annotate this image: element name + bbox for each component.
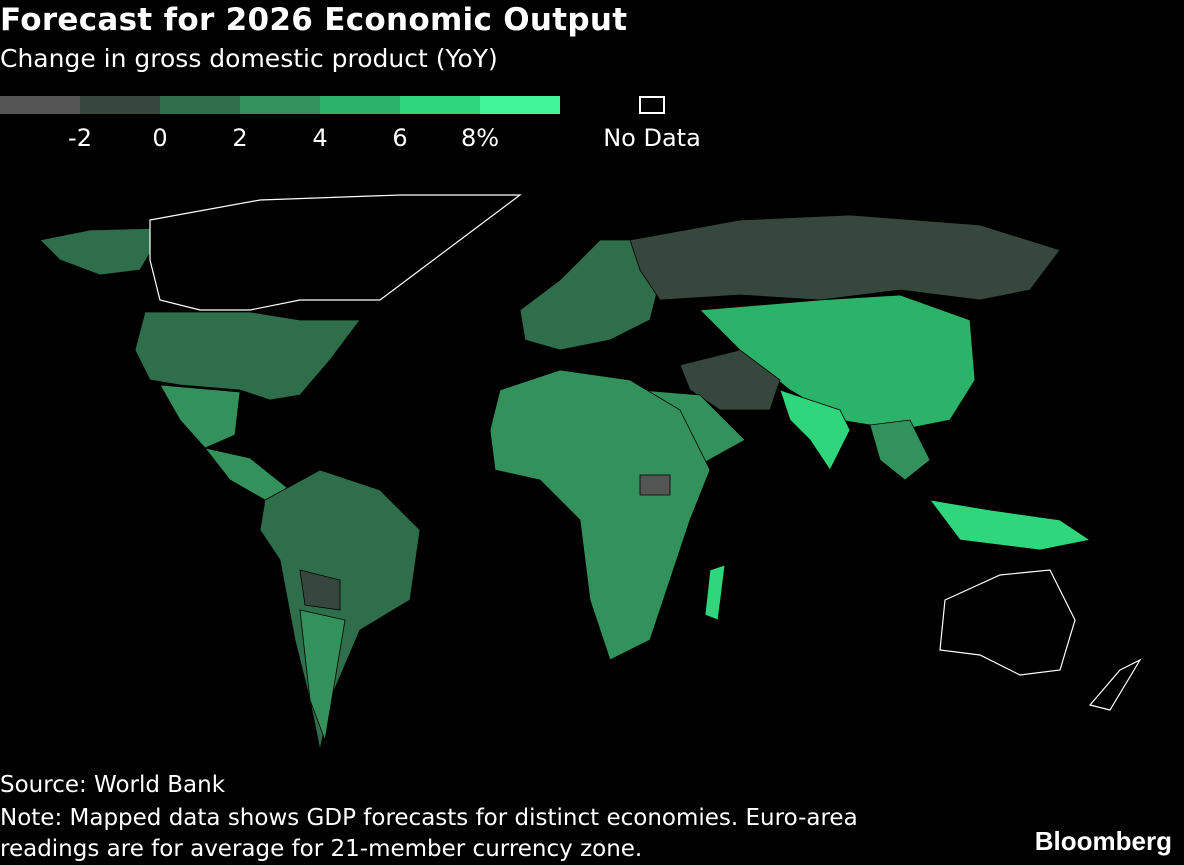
legend-tick-label: 0 xyxy=(152,124,167,152)
russia xyxy=(629,214,1061,301)
title: Forecast for 2026 Economic Output xyxy=(0,2,628,38)
bolivia xyxy=(299,569,341,611)
legend-tick-label: 8% xyxy=(461,124,499,152)
canada xyxy=(149,194,522,311)
legend-swatch xyxy=(320,96,400,114)
world-map xyxy=(39,194,1142,751)
legend: No Data -2 0 2 4 6 8% xyxy=(0,96,701,152)
legend-swatch xyxy=(480,96,560,114)
new-zealand xyxy=(1088,658,1142,711)
source: Source: World Bank xyxy=(0,772,226,798)
india xyxy=(779,389,851,471)
central-america xyxy=(203,447,291,501)
legend-tick-label: 4 xyxy=(312,124,327,152)
legend-swatch xyxy=(160,96,240,114)
indonesia xyxy=(929,499,1092,551)
note: Note: Mapped data shows GDP forecasts fo… xyxy=(0,805,858,862)
legend-tick-label: -2 xyxy=(68,124,92,152)
iran-afghanistan xyxy=(679,349,781,411)
argentina xyxy=(299,609,346,742)
usa xyxy=(134,311,361,401)
madagascar xyxy=(704,564,726,621)
no-data-label: No Data xyxy=(603,124,701,152)
legend-swatch xyxy=(80,96,160,114)
legend-swatch xyxy=(0,96,80,114)
subtitle: Change in gross domestic product (YoY) xyxy=(0,44,498,73)
no-data-swatch xyxy=(639,96,665,114)
legend-swatch xyxy=(400,96,480,114)
southeast-asia xyxy=(869,419,931,481)
alaska xyxy=(39,227,166,276)
africa xyxy=(489,369,711,661)
europe xyxy=(519,239,661,351)
australia xyxy=(939,569,1076,676)
mexico xyxy=(159,384,241,449)
south-sudan xyxy=(639,474,671,496)
legend-swatch xyxy=(240,96,320,114)
legend-tick-label: 2 xyxy=(232,124,247,152)
brand: Bloomberg xyxy=(1034,826,1172,856)
legend-tick-label: 6 xyxy=(392,124,407,152)
